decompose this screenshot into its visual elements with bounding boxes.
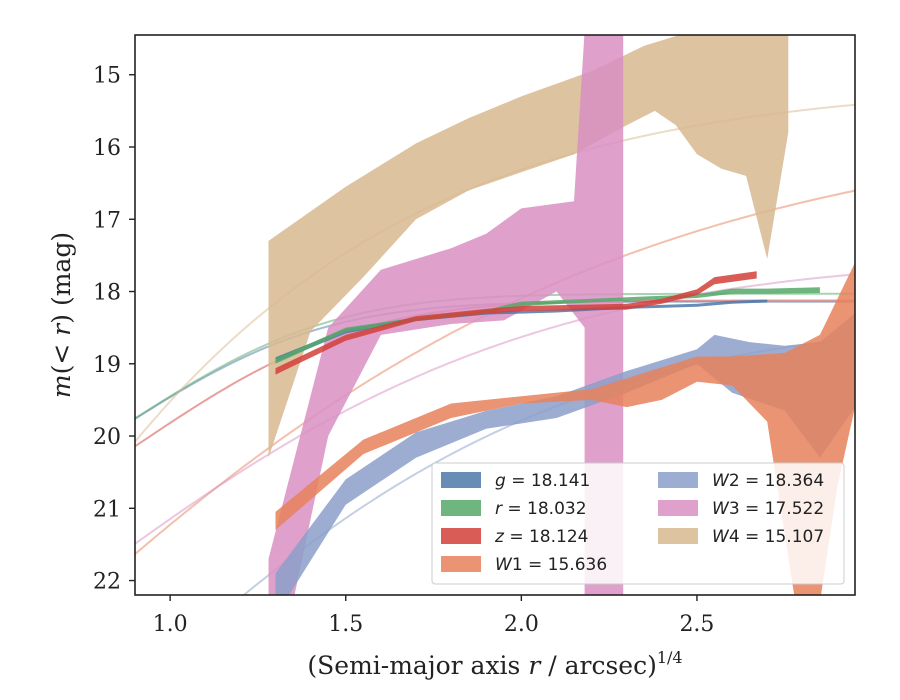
y-axis-label-var: r [47, 322, 76, 336]
x-axis-label: (Semi-major axis r / arcsec)1/4 [307, 648, 682, 680]
y-tick-label: 20 [93, 425, 121, 450]
y-tick-label: 22 [93, 570, 121, 595]
y-tick-label: 17 [93, 208, 121, 233]
model-curve-w3 [135, 273, 855, 545]
x-tick-label: 1.5 [328, 612, 363, 637]
legend-label-w2: W2 = 18.364 [712, 471, 824, 491]
y-axis-label-prefix: m [47, 374, 76, 398]
x-axis-label-var: r [528, 651, 542, 680]
legend-swatch-g [441, 472, 481, 488]
legend-label-w3: W3 = 17.522 [712, 499, 824, 519]
legend-label-z: z = 18.124 [494, 527, 588, 547]
plot-area [135, 35, 855, 595]
x-tick-label: 2.5 [679, 612, 714, 637]
legend-swatch-w3 [658, 500, 698, 516]
legend-frame [431, 462, 845, 585]
legend-swatch-z [441, 528, 481, 544]
y-axis-label: m(< r) (mag) [47, 232, 76, 398]
x-tick-label: 2.0 [504, 612, 539, 637]
y-tick-label: 21 [93, 497, 121, 522]
legend: g = 18.141 r = 18.032 z = 18.124 W1 = 15.63… [431, 462, 845, 585]
legend-swatch-r [441, 500, 481, 516]
y-axis-label-mid: (< [47, 336, 76, 375]
legend-label-r: r = 18.032 [495, 499, 587, 519]
y-tick-label: 18 [93, 281, 121, 306]
x-axis-label-suffix: / arcsec) [540, 651, 657, 680]
y-tick-label: 15 [93, 64, 121, 89]
legend-label-w4: W4 = 15.107 [712, 527, 824, 547]
legend-swatch-w1 [441, 556, 481, 572]
x-axis-label-prefix: (Semi-major axis [307, 651, 528, 680]
y-axis-label-suffix: ) (mag) [47, 232, 76, 324]
band-w4 [268, 35, 789, 458]
band-g [275, 299, 768, 363]
band-z [275, 271, 757, 375]
y-tick-label: 19 [93, 353, 121, 378]
axis-ticks: 1.0 1.5 2.0 2.5 15 16 17 18 19 20 21 22 [93, 64, 714, 637]
legend-swatch-w4 [658, 528, 698, 544]
y-tick-label: 16 [93, 136, 121, 161]
band-w2 [275, 313, 855, 595]
legend-label-w1: W1 = 15.636 [495, 555, 607, 575]
plot-frame [134, 34, 856, 596]
legend-swatch-w2 [658, 472, 698, 488]
x-tick-label: 1.0 [153, 612, 188, 637]
legend-label-g: g = 18.141 [495, 471, 590, 491]
x-axis-label-exponent: 1/4 [657, 648, 683, 667]
